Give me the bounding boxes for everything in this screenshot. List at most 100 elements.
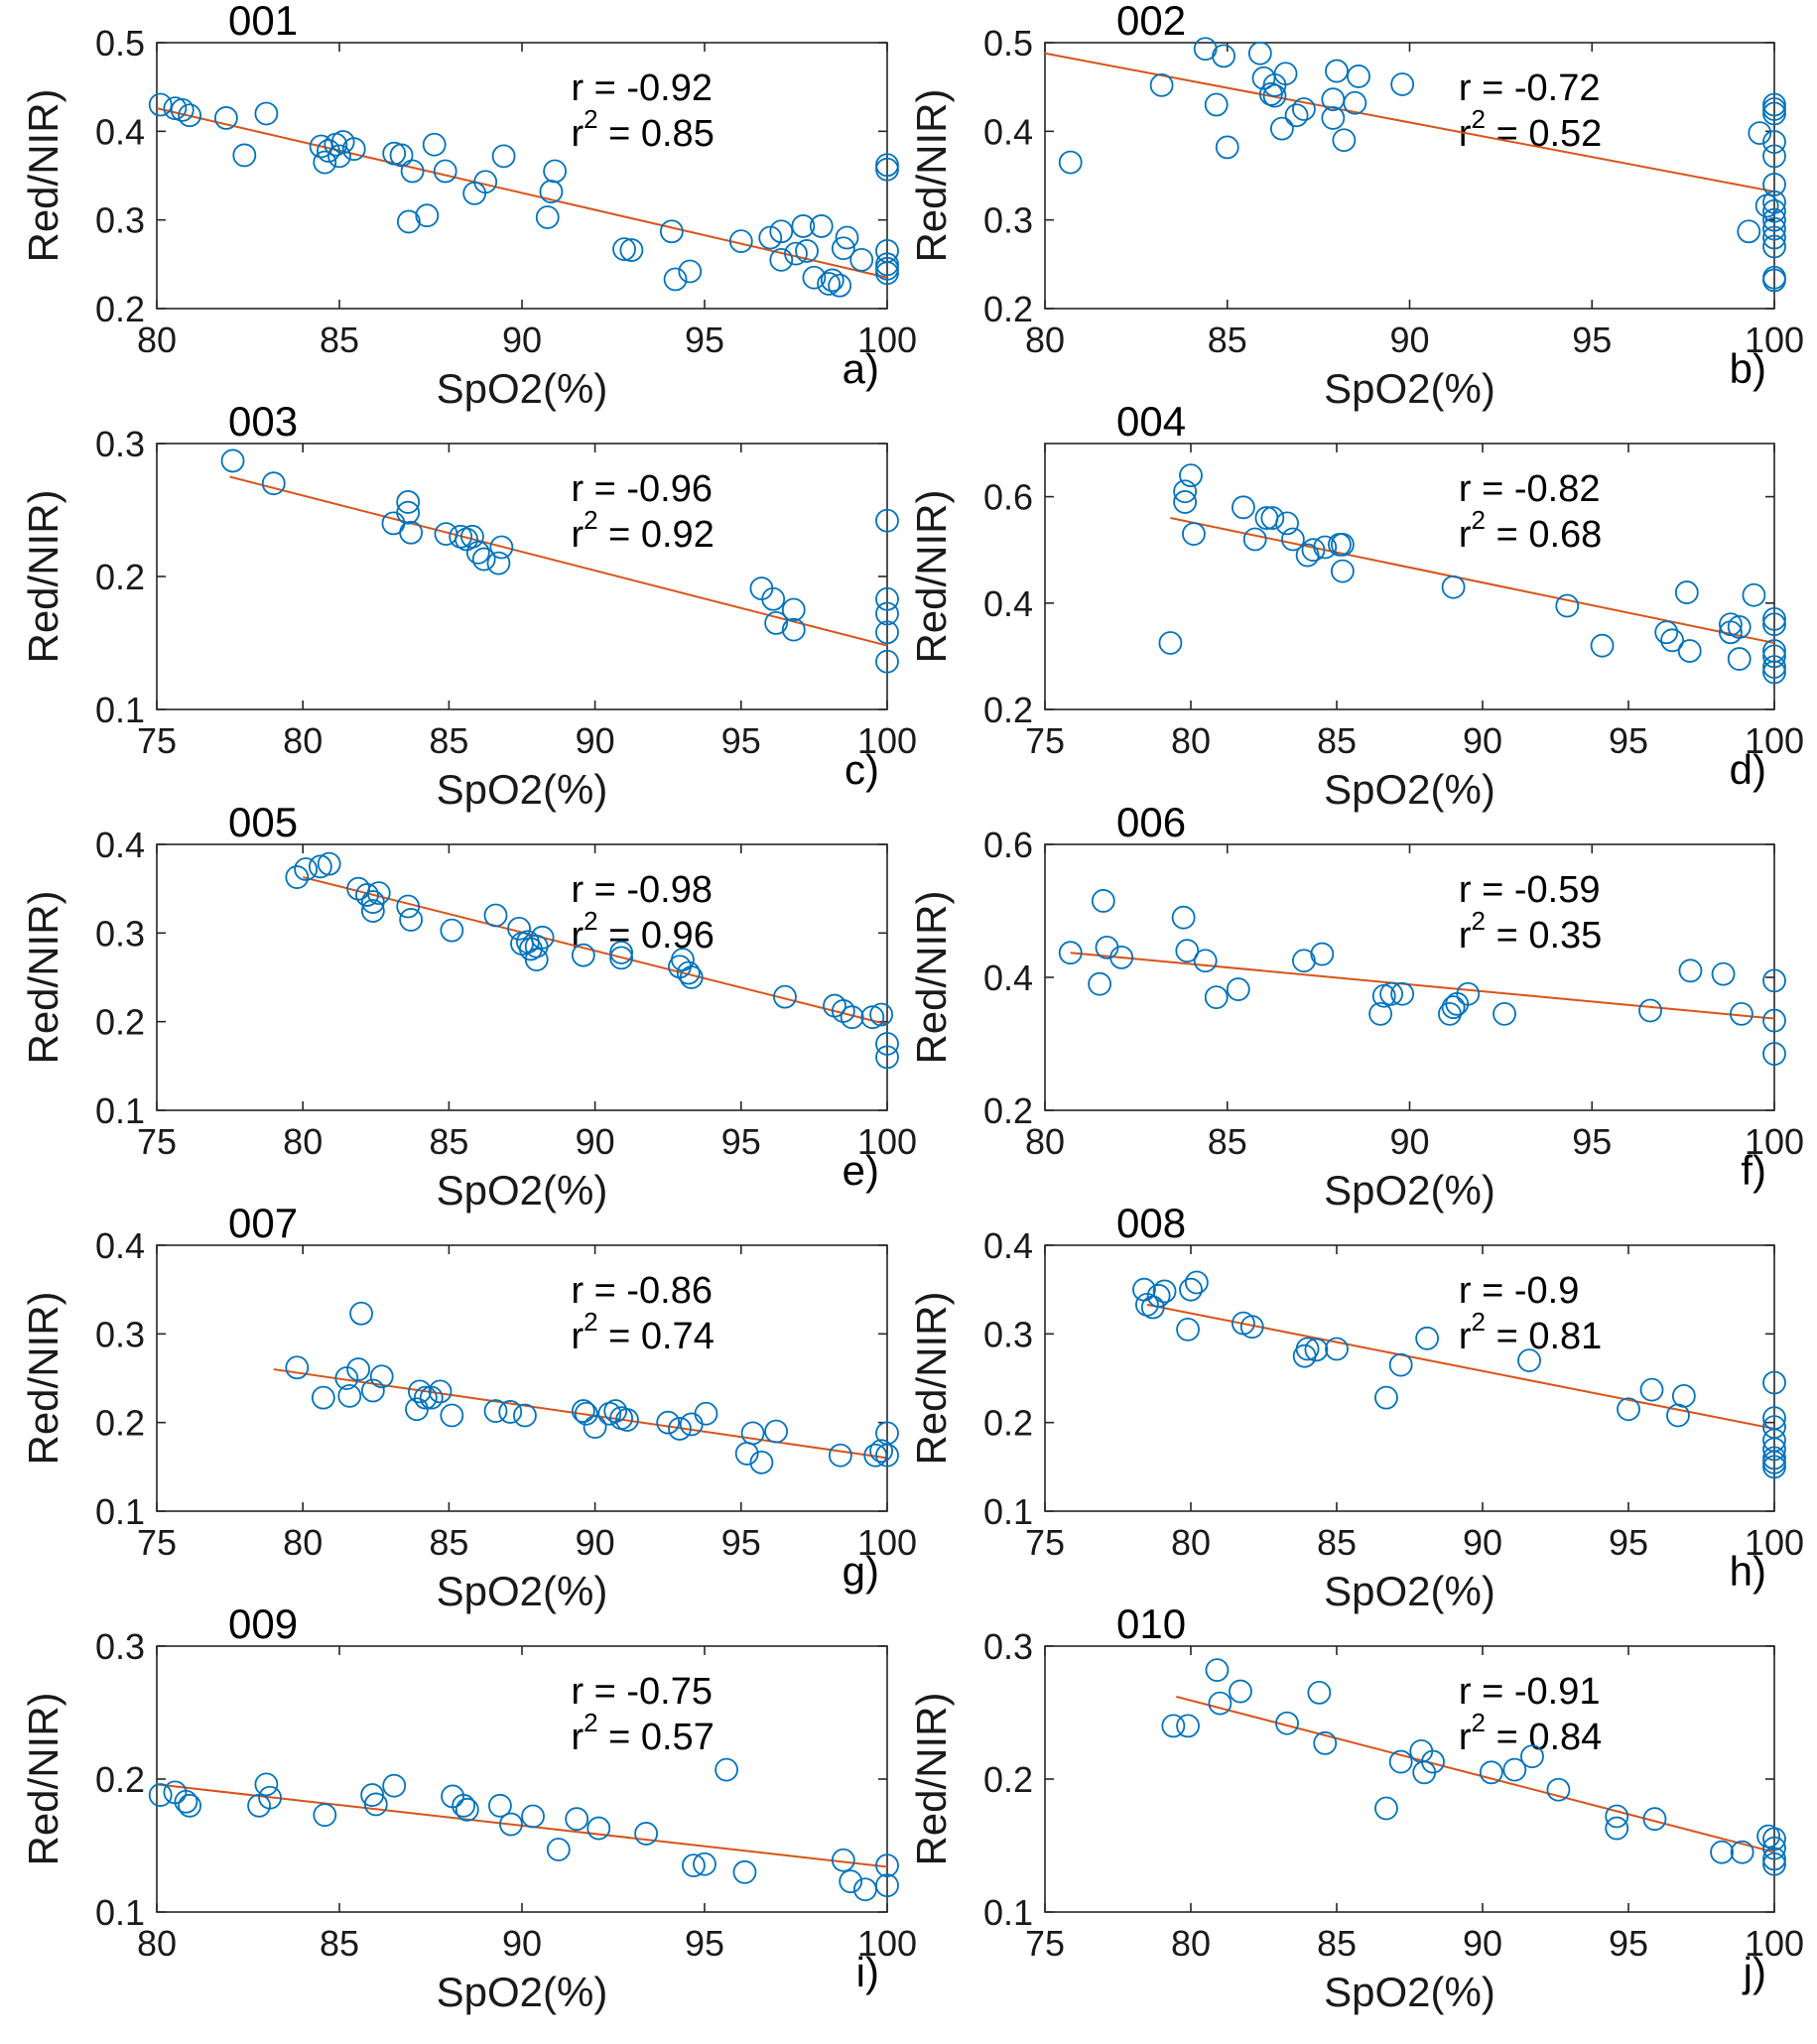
data-point: [1762, 1370, 1786, 1395]
data-point: [170, 97, 195, 122]
data-point: [875, 1873, 899, 1898]
data-point: [1441, 575, 1466, 599]
data-point: [1762, 1836, 1786, 1860]
y-tick-label: 0.2: [95, 1403, 145, 1444]
data-point: [360, 1378, 385, 1403]
correlation-r: r = -0.9: [1459, 1270, 1579, 1312]
data-marks: [148, 1757, 899, 1902]
data-point: [327, 144, 351, 169]
x-tick-label: 75: [1025, 1522, 1065, 1563]
data-point: [1088, 971, 1112, 996]
data-point: [693, 1852, 716, 1876]
axes-frame: [156, 443, 888, 710]
panel-letter: b): [1730, 345, 1766, 392]
y-tick-label: 0.4: [95, 111, 145, 152]
x-tick-label: 80: [1025, 1121, 1065, 1162]
x-tick-label: 95: [721, 720, 761, 761]
data-point: [1232, 495, 1255, 520]
data-point: [668, 1417, 692, 1441]
determination-r2: r2 = 0.57: [571, 1708, 714, 1758]
data-point: [1390, 72, 1415, 96]
data-point: [1605, 1816, 1629, 1841]
x-tick-label: 100: [857, 1522, 917, 1563]
data-point: [1493, 1001, 1516, 1026]
data-point: [1182, 522, 1206, 547]
data-point: [609, 941, 633, 964]
y-tick-label: 0.5: [95, 23, 145, 64]
data-point: [817, 272, 842, 296]
data-point: [1208, 1691, 1233, 1716]
data-point: [311, 1385, 335, 1410]
data-point: [840, 1005, 864, 1030]
x-tick-label: 90: [502, 1923, 542, 1964]
r2-value: = 0.35: [1486, 915, 1602, 957]
y-axis-label: Red/NIR): [908, 1692, 955, 1865]
correlation-r: r = -0.72: [1459, 67, 1601, 109]
data-point: [232, 143, 257, 168]
r2-superscript: 2: [1472, 1307, 1486, 1337]
data-point: [258, 1785, 282, 1810]
x-tick-label: 85: [429, 1522, 468, 1563]
data-point: [1058, 150, 1083, 175]
r2-superscript: 2: [1472, 505, 1486, 535]
data-point: [1347, 64, 1370, 88]
r2-superscript: 2: [584, 1708, 597, 1737]
y-tick-label: 0.2: [95, 289, 145, 329]
panel-letter: e): [843, 1147, 879, 1194]
data-point: [831, 236, 855, 261]
data-point: [1730, 1001, 1753, 1026]
data-point: [1421, 1749, 1445, 1774]
data-point: [1269, 116, 1294, 141]
determination-r2: r2 = 0.92: [571, 505, 714, 556]
data-point: [530, 925, 555, 950]
data-marks: [1161, 1658, 1786, 1876]
data-point: [1762, 1847, 1786, 1871]
data-point: [1762, 655, 1786, 680]
panel-letter: h): [1730, 1548, 1766, 1595]
data-point: [875, 508, 899, 533]
scatter-panel-008: 75 80 85 90 95 100 0.1 0.2 0.3 0.4 SpO2(%) Red/NIR)…: [908, 1200, 1804, 1614]
x-tick-label: 90: [1463, 1522, 1502, 1563]
data-point: [1762, 198, 1786, 223]
data-point: [1184, 1270, 1209, 1295]
data-point: [546, 1838, 571, 1861]
data-point: [875, 157, 899, 182]
regression-line: [273, 1368, 888, 1460]
data-point: [1654, 620, 1679, 645]
data-point: [1677, 639, 1702, 663]
data-point: [740, 1421, 765, 1446]
data-point: [863, 1443, 888, 1468]
data-point: [1762, 130, 1786, 154]
axes-frame: [1044, 443, 1775, 710]
data-point: [791, 214, 816, 238]
data-point: [1379, 981, 1404, 1006]
data-point: [1254, 506, 1279, 530]
data-point: [1239, 1315, 1264, 1340]
scatter-panel-009: 80 85 90 95 100 0.1 0.2 0.3 SpO2(%) Red/NIR) 009 i)…: [20, 1600, 917, 2015]
x-tick-label: 85: [429, 720, 468, 761]
data-point: [313, 150, 337, 175]
data-point: [1179, 1277, 1203, 1302]
x-tick-label: 80: [1171, 720, 1211, 761]
correlation-r: r = -0.96: [571, 468, 713, 510]
data-point: [828, 273, 852, 298]
data-point: [1330, 559, 1355, 583]
panel-letter: i): [856, 1949, 879, 1995]
data-point: [521, 1804, 545, 1829]
data-point: [860, 1005, 885, 1030]
y-tick-label: 0.1: [983, 1491, 1033, 1532]
data-point: [1321, 106, 1346, 130]
x-tick-label: 100: [857, 1121, 917, 1162]
data-point: [254, 101, 279, 126]
scatter-panel-005: 75 80 85 90 95 100 0.1 0.2 0.3 0.4 SpO2(%) Red/NIR)…: [20, 799, 917, 1214]
data-point: [317, 851, 341, 876]
x-tick-label: 75: [137, 1121, 177, 1162]
data-point: [1146, 1284, 1171, 1308]
data-point: [163, 96, 188, 121]
r2-value: = 0.96: [598, 915, 714, 957]
x-axis-label: SpO2(%): [1324, 766, 1495, 813]
axes-frame: [1044, 1244, 1775, 1512]
data-point: [761, 586, 786, 611]
data-point: [337, 1383, 362, 1408]
data-point: [397, 209, 421, 234]
